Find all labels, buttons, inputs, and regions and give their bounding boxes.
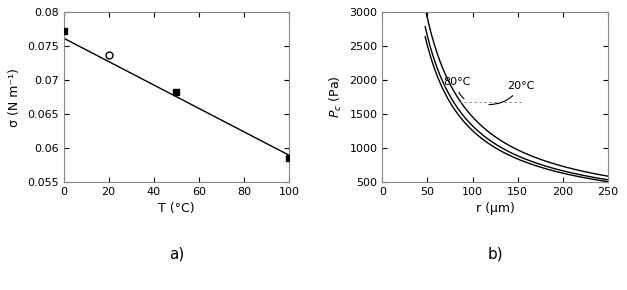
- X-axis label: T (°C): T (°C): [158, 202, 195, 215]
- X-axis label: r (μm): r (μm): [476, 202, 515, 215]
- Y-axis label: σ (N m⁻¹): σ (N m⁻¹): [8, 68, 21, 126]
- Text: a): a): [169, 246, 184, 261]
- Text: 80°C: 80°C: [444, 77, 471, 99]
- Text: 20°C: 20°C: [489, 81, 534, 105]
- Text: b): b): [487, 246, 503, 261]
- Y-axis label: $P_c$ (Pa): $P_c$ (Pa): [328, 76, 344, 118]
